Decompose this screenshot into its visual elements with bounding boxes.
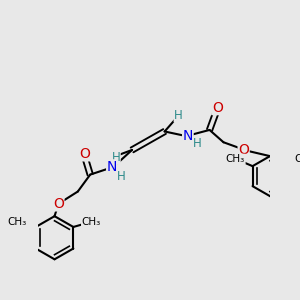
Text: N: N [183, 129, 193, 143]
Text: CH₃: CH₃ [8, 217, 27, 227]
Text: O: O [79, 147, 90, 161]
Text: H: H [117, 169, 126, 183]
Text: O: O [238, 143, 249, 157]
Text: H: H [111, 151, 120, 164]
Text: CH₃: CH₃ [294, 154, 300, 164]
Text: O: O [212, 100, 223, 115]
Text: O: O [53, 197, 64, 211]
Text: H: H [174, 109, 183, 122]
Text: CH₃: CH₃ [226, 154, 245, 164]
Text: CH₃: CH₃ [82, 217, 101, 227]
Text: N: N [107, 160, 117, 174]
Text: H: H [193, 137, 202, 150]
